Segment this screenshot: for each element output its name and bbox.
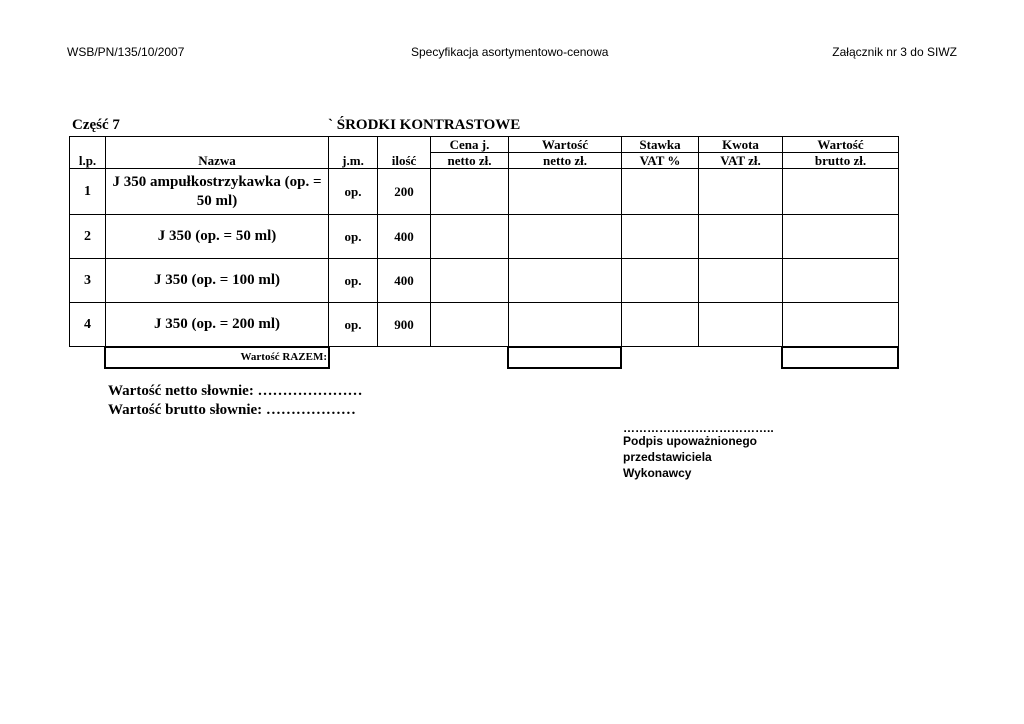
col-vat-rate: Stawka	[621, 136, 699, 153]
cell-gross[interactable]	[782, 214, 899, 259]
total-gross-cell[interactable]	[781, 347, 899, 369]
header-row-2: netto zł. netto zł. VAT % VAT zł. brutto…	[70, 152, 899, 169]
header-row: l.p. Nazwa j.m. ilość Cena j. Wartość St…	[69, 136, 899, 169]
cell-vat-rate[interactable]	[621, 168, 699, 215]
cell-net[interactable]	[508, 302, 622, 347]
cell-name: J 350 (op. = 50 ml)	[105, 214, 329, 259]
col-vat-amount: Kwota	[698, 136, 783, 153]
cell-lp: 1	[69, 168, 106, 215]
col-name: Nazwa	[105, 136, 329, 169]
col-unit: j.m.	[328, 136, 378, 169]
section-title: ` ŚRODKI KONTRASTOWE	[328, 117, 521, 133]
cell-name: J 350 (op. = 200 ml)	[105, 302, 329, 347]
cell-unit: op.	[328, 168, 378, 215]
cell-price[interactable]	[430, 258, 509, 303]
cell-price[interactable]	[430, 214, 509, 259]
cell-vat-rate[interactable]	[621, 302, 699, 347]
net-value-in-words: Wartość netto słownie: …………………	[108, 383, 363, 399]
cell-vat-rate[interactable]	[621, 214, 699, 259]
total-label-cell: Wartość RAZEM:	[104, 347, 330, 369]
col-gross: Wartość	[782, 136, 899, 153]
table-row: 2 J 350 (op. = 50 ml) op. 400	[69, 214, 899, 259]
document-title: Specyfikacja asortymentowo-cenowa	[411, 45, 609, 59]
cell-net[interactable]	[508, 168, 622, 215]
col-qty: ilość	[377, 136, 431, 169]
document-number: WSB/PN/135/10/2007	[67, 45, 185, 59]
cell-vat-amount[interactable]	[698, 168, 783, 215]
signature-line: ………………………………..	[623, 421, 774, 435]
specification-table: l.p. Nazwa j.m. ilość Cena j. Wartość St…	[69, 136, 899, 347]
signature-caption-1: Podpis upoważnionego	[623, 434, 757, 448]
cell-gross[interactable]	[782, 302, 899, 347]
cell-unit: op.	[328, 302, 378, 347]
cell-vat-amount[interactable]	[698, 258, 783, 303]
cell-vat-amount[interactable]	[698, 302, 783, 347]
cell-qty: 900	[377, 302, 431, 347]
cell-lp: 2	[69, 214, 106, 259]
col-price: Cena j.	[430, 136, 509, 153]
cell-qty: 400	[377, 214, 431, 259]
col-vat-amount-sub: VAT zł.	[698, 152, 783, 169]
total-net-cell[interactable]	[507, 347, 622, 369]
cell-net[interactable]	[508, 214, 622, 259]
part-label: Część 7	[72, 117, 120, 133]
cell-lp: 3	[69, 258, 106, 303]
cell-net[interactable]	[508, 258, 622, 303]
total-label: Wartość RAZEM:	[240, 351, 327, 363]
col-net: Wartość	[508, 136, 622, 153]
gross-value-in-words: Wartość brutto słownie: ………………	[108, 402, 356, 418]
cell-price[interactable]	[430, 302, 509, 347]
cell-gross[interactable]	[782, 258, 899, 303]
cell-name: J 350 (op. = 100 ml)	[105, 258, 329, 303]
col-lp: l.p.	[69, 136, 106, 169]
signature-caption-3: Wykonawcy	[623, 466, 692, 480]
cell-unit: op.	[328, 214, 378, 259]
cell-unit: op.	[328, 258, 378, 303]
col-net-sub: netto zł.	[508, 152, 622, 169]
cell-name: J 350 ampułkostrzykawka (op. = 50 ml)	[105, 168, 329, 215]
col-vat-rate-sub: VAT %	[621, 152, 699, 169]
col-price-sub: netto zł.	[430, 152, 509, 169]
cell-price[interactable]	[430, 168, 509, 215]
table-row: 4 J 350 (op. = 200 ml) op. 900	[69, 302, 899, 347]
cell-vat-rate[interactable]	[621, 258, 699, 303]
cell-qty: 200	[377, 168, 431, 215]
cell-qty: 400	[377, 258, 431, 303]
signature-caption-2: przedstawiciela	[623, 450, 712, 464]
table-row: 3 J 350 (op. = 100 ml) op. 400	[69, 258, 899, 303]
cell-vat-amount[interactable]	[698, 214, 783, 259]
col-gross-sub: brutto zł.	[782, 152, 899, 169]
cell-gross[interactable]	[782, 168, 899, 215]
table-row: 1 J 350 ampułkostrzykawka (op. = 50 ml) …	[69, 168, 899, 215]
cell-lp: 4	[69, 302, 106, 347]
attachment-label: Załącznik nr 3 do SIWZ	[832, 45, 957, 59]
